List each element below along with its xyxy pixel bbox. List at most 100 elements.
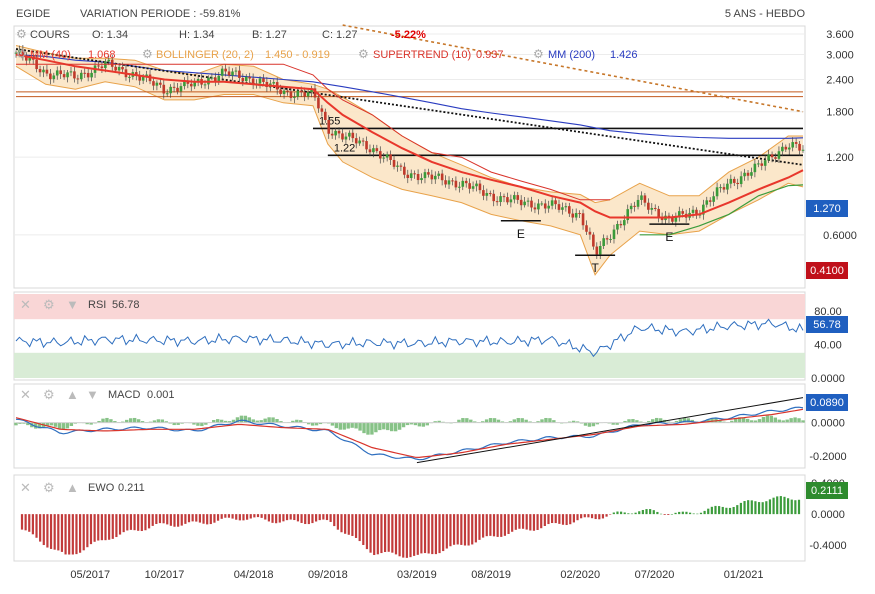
macd-histogram-bar xyxy=(461,418,465,423)
x-tick-label: 08/2019 xyxy=(471,569,511,581)
orange-trendline[interactable] xyxy=(342,24,804,113)
ewo-bar xyxy=(434,514,438,555)
macd-histogram-bar xyxy=(350,422,354,428)
move-down-icon[interactable]: ▼ xyxy=(86,387,99,402)
ewo-bar xyxy=(485,514,488,537)
ewo-bar xyxy=(688,512,692,515)
close-icon[interactable]: ✕ xyxy=(20,387,31,402)
rsi-line xyxy=(15,318,804,358)
candle-body xyxy=(324,111,327,120)
candle-body xyxy=(289,91,293,98)
ewo-bar xyxy=(133,514,136,531)
gear-icon[interactable]: ⚙ xyxy=(43,297,55,312)
ewo-bar xyxy=(39,514,42,542)
ewo-bar xyxy=(75,514,78,555)
ewo-bar xyxy=(532,514,536,531)
legend-cours-open: O: 1.34 xyxy=(92,29,128,41)
rsi-badge-text: 56.78 xyxy=(813,319,841,331)
macd-histogram-bar xyxy=(243,415,248,423)
price-ytick-label: 0.6000 xyxy=(823,230,857,242)
ewo-bar xyxy=(598,514,601,520)
ewo-bar xyxy=(652,510,655,515)
legend-mm40[interactable]: ⚙ MM (40) 1.068 xyxy=(16,47,116,61)
gear-icon[interactable]: ⚙ xyxy=(533,47,544,61)
gear-icon[interactable]: ⚙ xyxy=(16,47,27,61)
low-price-text: 0.4100 xyxy=(810,265,844,277)
candle-body xyxy=(791,142,794,148)
candle-body xyxy=(801,149,805,151)
ewo-bar xyxy=(438,514,441,554)
gear-icon[interactable]: ⚙ xyxy=(358,47,369,61)
macd-trendline[interactable] xyxy=(416,397,804,464)
move-up-icon[interactable]: ▲ xyxy=(66,387,79,402)
candle-body xyxy=(392,159,396,167)
price-ytick-label: 1.800 xyxy=(826,107,854,119)
candle-body xyxy=(629,205,633,210)
candle-body xyxy=(14,52,18,54)
ewo-bar xyxy=(383,514,387,553)
legend-mm200[interactable]: ⚙ MM (200) 1.426 xyxy=(533,47,638,61)
gear-icon[interactable]: ⚙ xyxy=(43,387,55,402)
move-down-icon[interactable]: ▼ xyxy=(66,297,79,312)
dotted-trendline[interactable] xyxy=(15,48,804,166)
candle-body xyxy=(313,88,317,98)
gear-icon[interactable]: ⚙ xyxy=(43,480,55,495)
candle-body xyxy=(389,154,392,160)
candle-body xyxy=(279,89,282,95)
macd-histogram-bar xyxy=(500,421,505,423)
ewo-ytick-label: -0.4000 xyxy=(809,540,846,552)
macd-signal-line xyxy=(15,408,804,459)
candle-body xyxy=(485,193,489,196)
macd-histogram-bar xyxy=(358,422,362,431)
candle-body xyxy=(612,229,616,240)
macd-histogram-bar xyxy=(409,422,414,425)
ewo-bar xyxy=(46,514,49,548)
ewo-bar xyxy=(271,514,274,523)
close-icon[interactable]: ✕ xyxy=(20,480,31,495)
ewo-bar xyxy=(482,514,485,538)
candle-body xyxy=(196,78,200,81)
candle-body xyxy=(262,78,265,82)
ewo-bar xyxy=(358,514,361,542)
candle-body xyxy=(427,172,430,175)
ewo-bar xyxy=(474,514,477,543)
gear-icon[interactable]: ⚙ xyxy=(16,27,27,41)
macd-histogram-bar xyxy=(615,422,619,425)
x-tick-label: 02/2020 xyxy=(560,569,600,581)
gear-icon[interactable]: ⚙ xyxy=(142,47,153,61)
candle-body xyxy=(523,201,526,206)
candle-body xyxy=(729,178,733,184)
ewo-bar xyxy=(325,514,329,521)
candle-body xyxy=(372,148,375,153)
ewo-bar xyxy=(78,514,82,553)
candle-body xyxy=(165,93,169,95)
ewo-bar xyxy=(108,514,111,540)
candle-body xyxy=(258,78,262,84)
candle-body xyxy=(344,136,348,140)
legend-bollinger[interactable]: ⚙ BOLLINGER (20, 2) 1.450 - 0.919 xyxy=(142,47,330,61)
macd-histogram-bar xyxy=(682,417,687,423)
ewo-bar xyxy=(198,514,202,523)
candle-body xyxy=(169,86,172,94)
macd-histogram-bar xyxy=(121,421,125,423)
candle-body xyxy=(681,211,685,214)
macd-histogram-bar xyxy=(761,416,766,423)
legend-cours[interactable]: ⚙ COURS O: 1.34 H: 1.34 B: 1.27 C: 1.27 … xyxy=(16,27,426,41)
macd-histogram-bar xyxy=(730,420,734,423)
legend-supertrend[interactable]: ⚙ SUPERTREND (10) 0.937 xyxy=(358,47,504,61)
period-label[interactable]: 5 ANS - HEBDO xyxy=(725,8,806,20)
ewo-bar xyxy=(173,514,176,527)
candle-body xyxy=(117,66,121,71)
ewo-bar xyxy=(710,506,713,515)
macd-histogram-bar xyxy=(267,417,271,423)
ewo-bar xyxy=(86,514,89,548)
candle-body xyxy=(561,207,564,210)
move-up-icon[interactable]: ▲ xyxy=(66,480,79,495)
ewo-bar xyxy=(721,506,724,515)
candle-body xyxy=(464,180,468,184)
ewo-bar xyxy=(732,506,735,515)
ewo-bar xyxy=(572,514,575,523)
candle-body xyxy=(798,143,801,151)
close-icon[interactable]: ✕ xyxy=(20,297,31,312)
